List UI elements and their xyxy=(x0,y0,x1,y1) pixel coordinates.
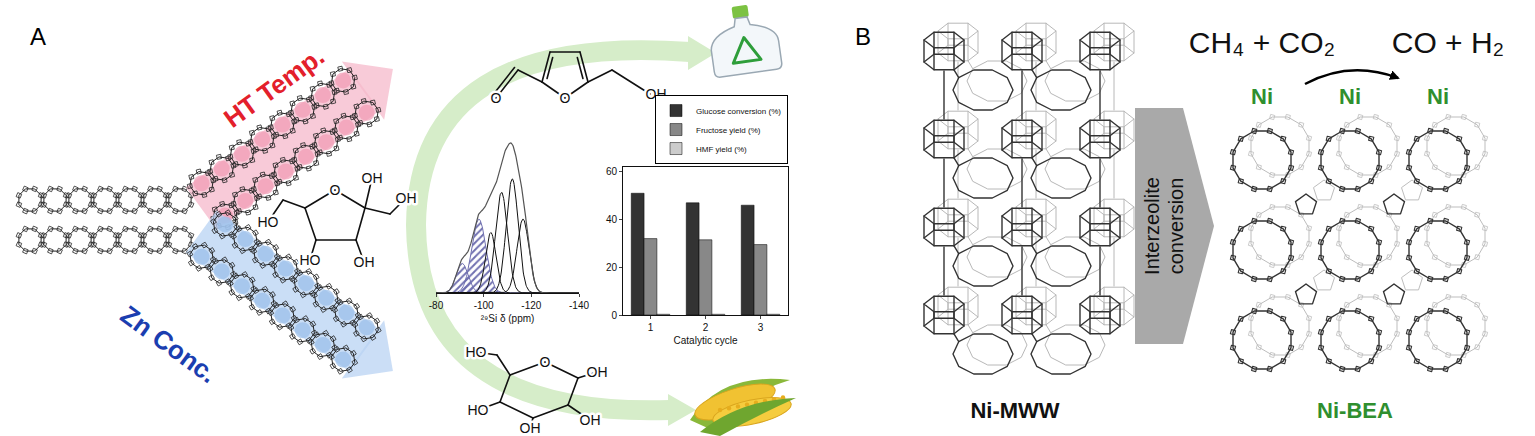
svg-text:HT Temp.: HT Temp. xyxy=(218,41,330,134)
svg-text:HMF yield (%): HMF yield (%) xyxy=(696,145,747,154)
svg-text:B: B xyxy=(855,23,871,50)
svg-text:Zn Conc.: Zn Conc. xyxy=(115,299,223,389)
svg-text:OH: OH xyxy=(645,86,667,102)
svg-text:HO: HO xyxy=(466,344,487,360)
svg-text:-140: -140 xyxy=(569,300,589,311)
svg-text:40: 40 xyxy=(606,214,618,225)
svg-text:O: O xyxy=(491,90,502,106)
svg-text:2: 2 xyxy=(703,322,709,333)
svg-text:1: 1 xyxy=(648,322,654,333)
svg-text:-120: -120 xyxy=(521,300,541,311)
svg-text:OH: OH xyxy=(580,412,601,428)
svg-text:O: O xyxy=(540,354,551,370)
svg-text:O: O xyxy=(330,182,341,198)
svg-text:OH: OH xyxy=(354,254,375,270)
svg-text:A: A xyxy=(30,23,46,50)
svg-text:Ni: Ni xyxy=(1339,84,1361,109)
svg-text:60: 60 xyxy=(606,166,618,177)
svg-text:OH: OH xyxy=(587,364,608,380)
svg-text:²⁹Si δ (ppm): ²⁹Si δ (ppm) xyxy=(481,313,535,324)
svg-text:20: 20 xyxy=(606,262,618,273)
svg-text:Interzeolite: Interzeolite xyxy=(1141,177,1163,275)
svg-text:Ni-MWW: Ni-MWW xyxy=(970,398,1059,423)
svg-text:OH: OH xyxy=(396,190,417,206)
svg-text:HO: HO xyxy=(468,402,489,418)
svg-text:Catalytic cycle: Catalytic cycle xyxy=(674,335,738,346)
svg-text:Ni: Ni xyxy=(1427,84,1449,109)
svg-text:CO + H₂: CO + H₂ xyxy=(1392,26,1505,59)
svg-text:OH: OH xyxy=(362,170,383,186)
svg-text:Glucose conversion (%): Glucose conversion (%) xyxy=(696,107,781,116)
svg-text:0: 0 xyxy=(611,310,617,321)
svg-text:Ni-BEA: Ni-BEA xyxy=(1317,398,1393,423)
svg-text:O: O xyxy=(560,90,571,106)
svg-text:conversion: conversion xyxy=(1165,178,1187,275)
svg-text:-100: -100 xyxy=(474,300,494,311)
svg-text:-80: -80 xyxy=(429,300,444,311)
svg-text:Ni: Ni xyxy=(1251,84,1273,109)
svg-text:HO: HO xyxy=(300,252,321,268)
svg-text:3: 3 xyxy=(758,322,764,333)
svg-text:Fructose yield (%): Fructose yield (%) xyxy=(696,126,761,135)
svg-text:HO: HO xyxy=(258,214,279,230)
svg-text:CH₄ + CO₂: CH₄ + CO₂ xyxy=(1189,26,1335,59)
svg-text:OH: OH xyxy=(520,420,541,436)
